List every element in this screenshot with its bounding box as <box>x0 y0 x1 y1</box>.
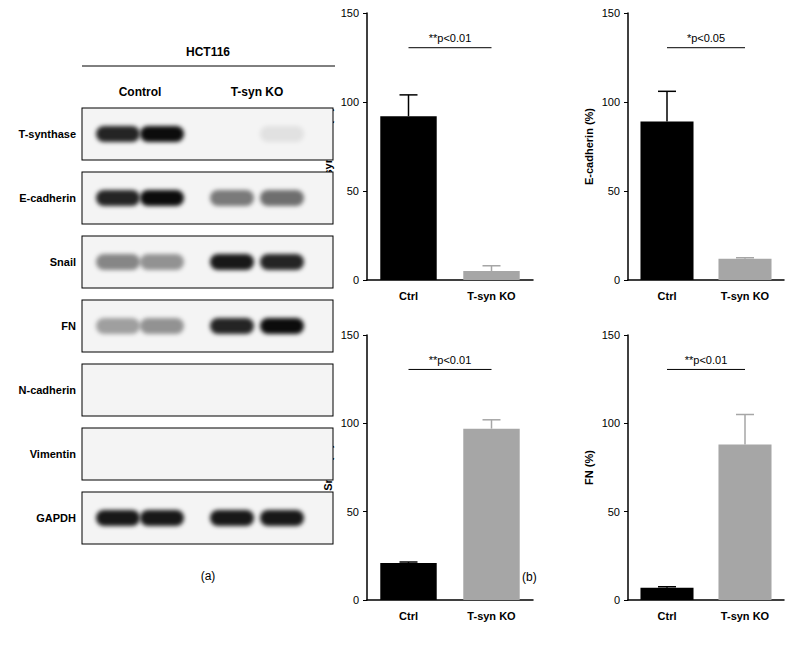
svg-text:Control: Control <box>119 85 162 99</box>
svg-text:N-cadherin: N-cadherin <box>19 384 77 396</box>
svg-text:T-synthase: T-synthase <box>19 128 76 140</box>
svg-text:E-cadherin: E-cadherin <box>19 192 76 204</box>
svg-text:**p<0.01: **p<0.01 <box>429 32 472 44</box>
svg-text:(a): (a) <box>201 569 216 583</box>
svg-text:50: 50 <box>608 506 620 518</box>
svg-text:Ctrl: Ctrl <box>658 290 677 302</box>
svg-text:E-cadherin (%): E-cadherin (%) <box>583 108 595 185</box>
svg-text:0: 0 <box>353 594 359 606</box>
svg-text:100: 100 <box>602 417 620 429</box>
svg-text:100: 100 <box>602 96 620 108</box>
svg-text:50: 50 <box>347 185 359 197</box>
svg-text:Vimentin: Vimentin <box>30 448 77 460</box>
svg-text:100: 100 <box>341 417 359 429</box>
svg-text:150: 150 <box>341 7 359 19</box>
svg-text:Ctrl: Ctrl <box>658 610 677 622</box>
svg-text:0: 0 <box>614 594 620 606</box>
svg-text:T-syn KO: T-syn KO <box>467 610 516 622</box>
svg-text:T-syn KO: T-syn KO <box>231 85 284 99</box>
svg-text:*p<0.05: *p<0.05 <box>687 32 725 44</box>
svg-text:FN: FN <box>61 320 76 332</box>
svg-text:50: 50 <box>608 185 620 197</box>
svg-text:T-syn KO: T-syn KO <box>721 290 770 302</box>
svg-text:HCT116: HCT116 <box>186 45 230 59</box>
html-text:(b): (b) <box>522 570 537 584</box>
svg-text:**p<0.01: **p<0.01 <box>685 354 728 366</box>
svg-text:**p<0.01: **p<0.01 <box>429 354 472 366</box>
svg-text:150: 150 <box>341 329 359 341</box>
svg-text:FN (%): FN (%) <box>583 450 595 485</box>
svg-text:Ctrl: Ctrl <box>399 610 418 622</box>
svg-text:T-syn KO: T-syn KO <box>467 290 516 302</box>
svg-text:0: 0 <box>353 274 359 286</box>
svg-text:0: 0 <box>614 274 620 286</box>
svg-text:Snail: Snail <box>50 256 76 268</box>
svg-text:150: 150 <box>602 329 620 341</box>
svg-text:T-syn KO: T-syn KO <box>721 610 770 622</box>
svg-text:GAPDH: GAPDH <box>36 512 76 524</box>
svg-text:50: 50 <box>347 506 359 518</box>
svg-text:150: 150 <box>602 7 620 19</box>
svg-text:Ctrl: Ctrl <box>399 290 418 302</box>
svg-text:100: 100 <box>341 96 359 108</box>
